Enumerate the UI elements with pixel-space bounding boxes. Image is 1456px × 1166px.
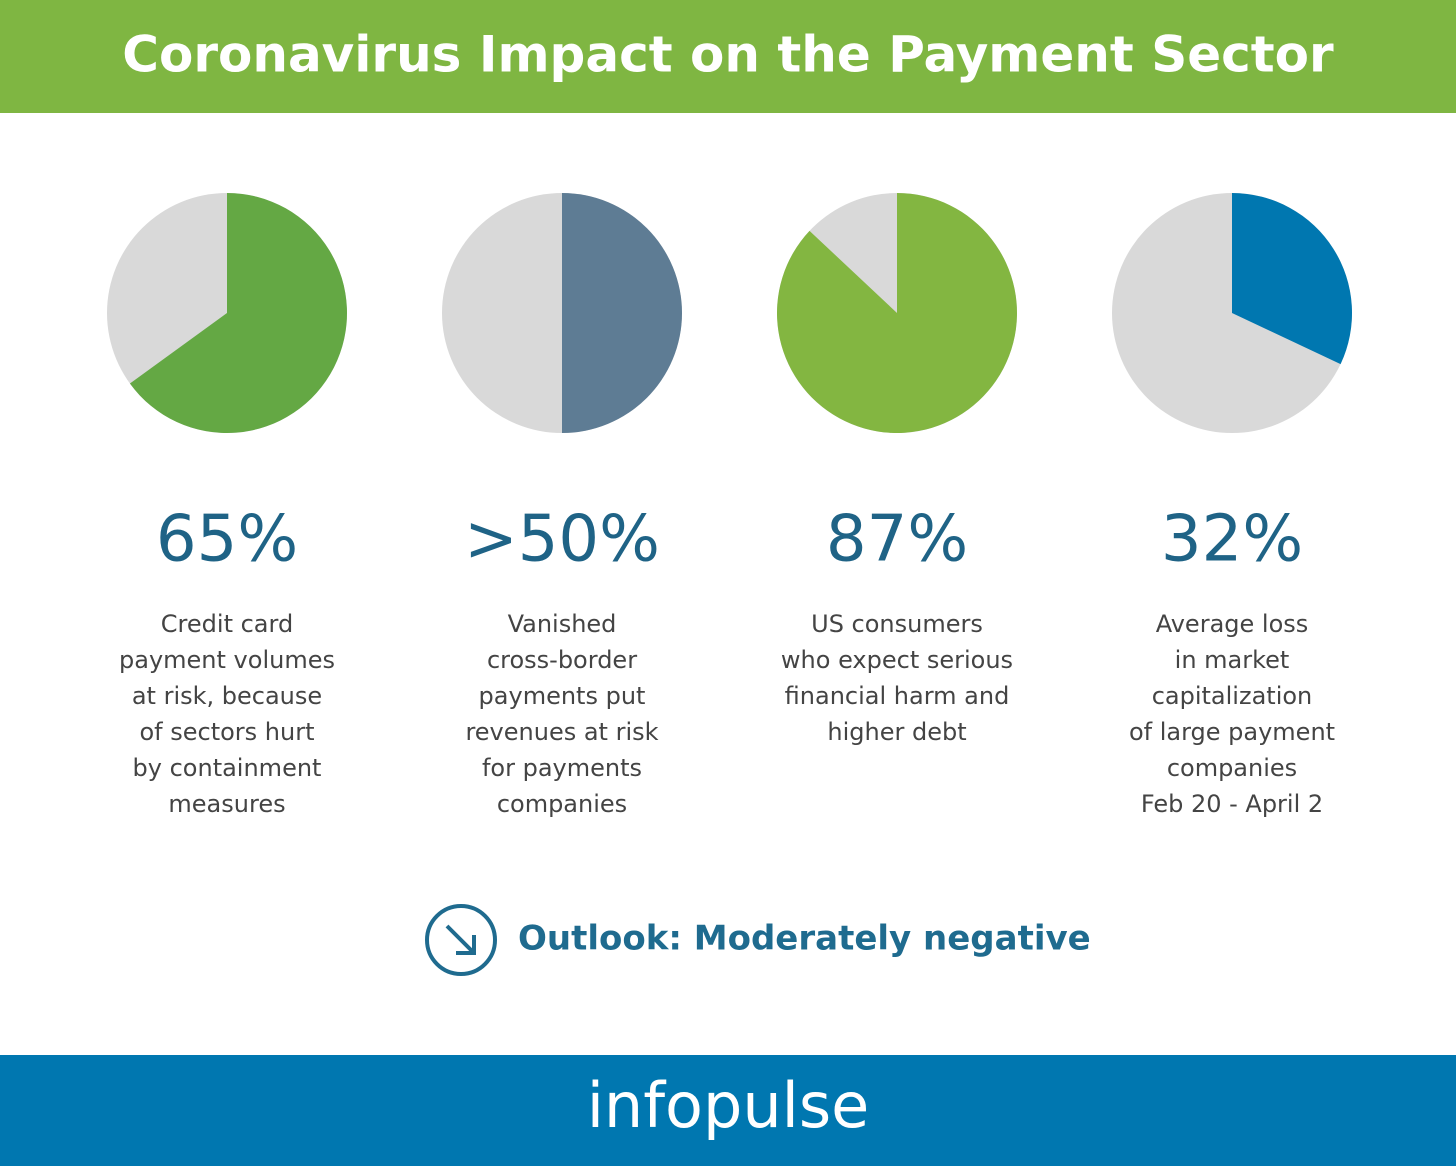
caption-line: payments put xyxy=(479,682,646,710)
caption-line: US consumers xyxy=(811,610,983,638)
caption-line: for payments xyxy=(482,754,642,782)
caption-line: at risk, because xyxy=(132,682,322,710)
value-label: 87% xyxy=(826,503,968,577)
caption-line: measures xyxy=(168,790,285,818)
caption-line: Credit card xyxy=(161,610,293,638)
caption-line: of large payment xyxy=(1129,718,1335,746)
caption-line: Vanished xyxy=(508,610,617,638)
pie-slice xyxy=(777,193,1017,434)
caption-line: capitalization xyxy=(1152,682,1313,710)
caption-line: companies xyxy=(1167,754,1297,782)
caption-line: in market xyxy=(1175,646,1290,674)
caption-line: by containment xyxy=(133,754,322,782)
caption-line: companies xyxy=(497,790,627,818)
value-label: >50% xyxy=(464,503,660,577)
caption-line: revenues at risk xyxy=(465,718,658,746)
caption-line: who expect serious xyxy=(781,646,1013,674)
footer-band xyxy=(0,1055,1456,1166)
pie-slice xyxy=(1232,193,1353,365)
caption-line: higher debt xyxy=(827,718,966,746)
header-band xyxy=(0,0,1456,113)
caption-line: of sectors hurt xyxy=(139,718,314,746)
brand: infopulse xyxy=(587,1069,870,1142)
pie-slice xyxy=(562,193,682,433)
value-label: 65% xyxy=(156,503,298,577)
outlook-arrow xyxy=(445,924,476,955)
outlook-icon xyxy=(425,904,497,976)
caption-line: payment volumes xyxy=(119,646,335,674)
outlook-text: Outlook: Moderately negative xyxy=(518,919,1091,959)
caption-line: cross-border xyxy=(487,646,637,674)
caption-line: financial harm and xyxy=(785,682,1010,710)
value-label: 32% xyxy=(1161,503,1303,577)
caption-line: Average loss xyxy=(1156,610,1309,638)
pie-slice xyxy=(129,193,347,433)
title: Coronavirus Impact on the Payment Sector xyxy=(122,26,1334,84)
caption-line: Feb 20 - April 2 xyxy=(1141,790,1323,818)
